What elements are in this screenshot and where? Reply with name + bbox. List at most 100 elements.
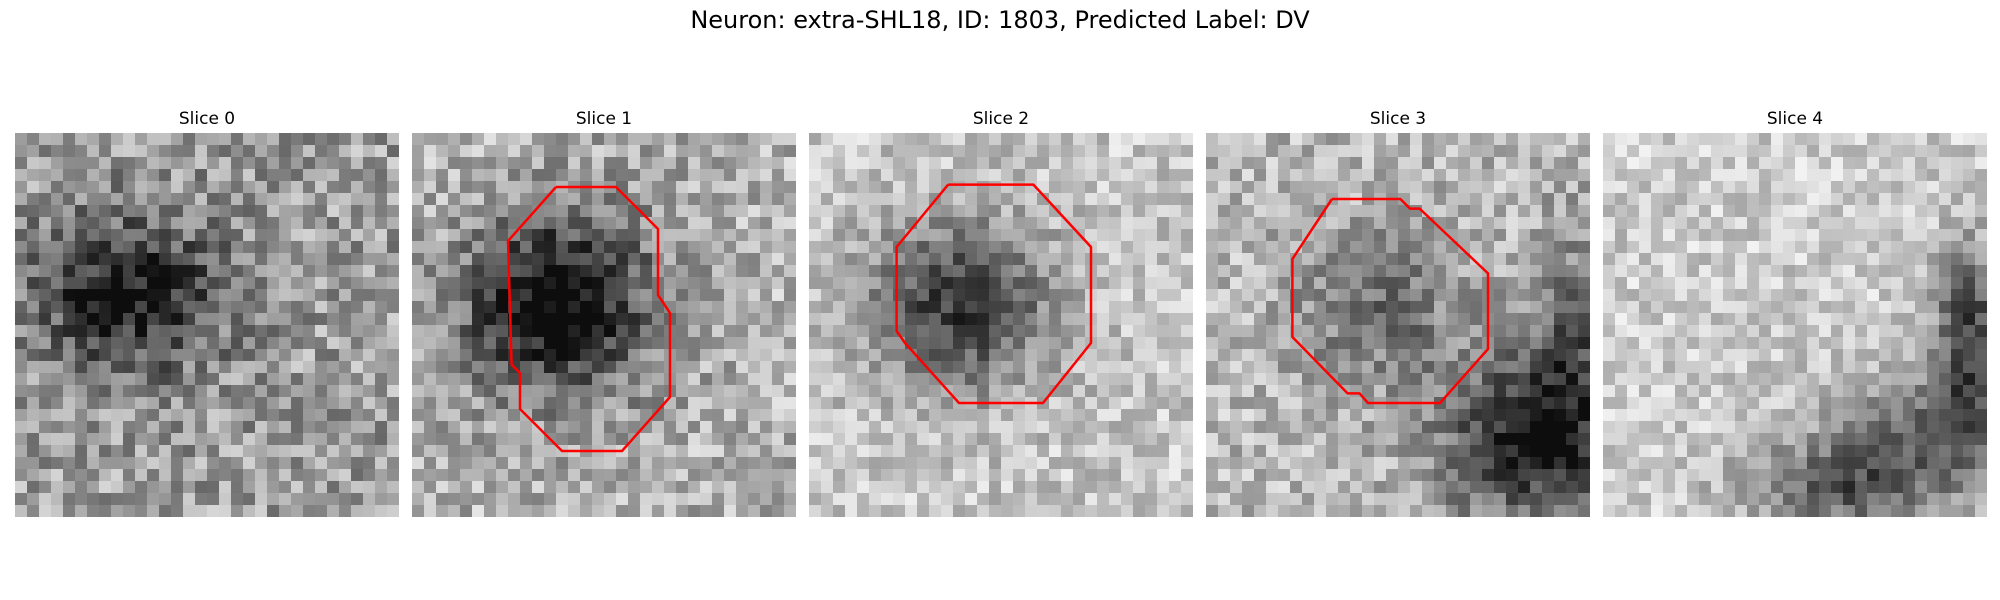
- pixel-cell: [279, 157, 292, 170]
- pixel-cell: [51, 445, 64, 458]
- pixel-cell: [135, 505, 148, 517]
- pixel-cell: [1169, 145, 1182, 158]
- pixel-cell: [833, 505, 846, 517]
- pixel-cell: [508, 265, 521, 278]
- pixel-cell: [1266, 205, 1279, 218]
- pixel-cell: [1675, 409, 1688, 422]
- pixel-cell: [1494, 265, 1507, 278]
- pixel-cell: [171, 277, 184, 290]
- pixel-cell: [1554, 337, 1567, 350]
- pixel-cell: [436, 445, 449, 458]
- pixel-cell: [1879, 145, 1892, 158]
- pixel-cell: [1181, 409, 1193, 422]
- pixel-cell: [1759, 217, 1772, 230]
- pixel-cell: [1181, 181, 1193, 194]
- pixel-cell: [1771, 157, 1784, 170]
- pixel-cell: [1061, 433, 1074, 446]
- pixel-cell: [243, 205, 256, 218]
- pixel-cell: [1518, 421, 1531, 434]
- pixel-cell: [1049, 277, 1062, 290]
- pixel-cell: [917, 193, 930, 206]
- pixel-cell: [532, 205, 545, 218]
- pixel-cell: [748, 157, 761, 170]
- pixel-cell: [628, 493, 641, 506]
- pixel-cell: [1843, 337, 1856, 350]
- pixel-cell: [1542, 493, 1555, 506]
- pixel-cell: [712, 193, 725, 206]
- pixel-cell: [315, 397, 328, 410]
- pixel-cell: [472, 445, 485, 458]
- pixel-cell: [267, 181, 280, 194]
- pixel-cell: [520, 361, 533, 374]
- pixel-cell: [1097, 397, 1110, 410]
- pixel-cell: [929, 421, 942, 434]
- pixel-cell: [1398, 169, 1411, 182]
- pixel-cell: [1097, 385, 1110, 398]
- pixel-cell: [351, 229, 364, 242]
- pixel-cell: [1554, 301, 1567, 314]
- pixel-cell: [1133, 421, 1146, 434]
- pixel-cell: [1049, 385, 1062, 398]
- pixel-cell: [857, 229, 870, 242]
- pixel-cell: [339, 217, 352, 230]
- pixel-cell: [15, 445, 28, 458]
- pixel-cell: [1398, 361, 1411, 374]
- pixel-cell: [664, 241, 677, 254]
- pixel-cell: [387, 493, 399, 506]
- pixel-cell: [472, 205, 485, 218]
- pixel-cell: [1963, 253, 1976, 266]
- pixel-cell: [1242, 409, 1255, 422]
- pixel-cell: [1566, 157, 1579, 170]
- pixel-cell: [1145, 457, 1158, 470]
- pixel-cell: [1470, 181, 1483, 194]
- pixel-cell: [1338, 241, 1351, 254]
- pixel-cell: [1338, 133, 1351, 146]
- pixel-cell: [1001, 325, 1014, 338]
- pixel-cell: [1506, 241, 1519, 254]
- pixel-cell: [1350, 205, 1363, 218]
- pixel-cell: [1458, 253, 1471, 266]
- pixel-cell: [1506, 229, 1519, 242]
- pixel-cell: [977, 505, 990, 517]
- pixel-cell: [1494, 313, 1507, 326]
- pixel-cell: [1446, 313, 1459, 326]
- pixel-cell: [1963, 205, 1976, 218]
- pixel-cell: [532, 373, 545, 386]
- pixel-cell: [520, 421, 533, 434]
- pixel-cell: [977, 361, 990, 374]
- pixel-cell: [1795, 361, 1808, 374]
- pixel-cell: [412, 241, 425, 254]
- pixel-cell: [1181, 205, 1193, 218]
- pixel-cell: [159, 277, 172, 290]
- pixel-cell: [436, 133, 449, 146]
- pixel-cell: [1867, 133, 1880, 146]
- pixel-cell: [1013, 409, 1026, 422]
- pixel-cell: [1157, 133, 1170, 146]
- pixel-cell: [1554, 505, 1567, 517]
- pixel-cell: [460, 265, 473, 278]
- pixel-cell: [1470, 205, 1483, 218]
- pixel-cell: [1302, 289, 1315, 302]
- pixel-cell: [821, 505, 834, 517]
- pixel-cell: [1951, 205, 1964, 218]
- pixel-cell: [881, 253, 894, 266]
- pixel-cell: [724, 373, 737, 386]
- pixel-cell: [1013, 325, 1026, 338]
- pixel-cell: [75, 421, 88, 434]
- pixel-cell: [363, 493, 376, 506]
- pixel-cell: [1350, 277, 1363, 290]
- pixel-cell: [436, 241, 449, 254]
- pixel-cell: [1915, 205, 1928, 218]
- pixel-cell: [640, 337, 653, 350]
- pixel-cell: [448, 385, 461, 398]
- pixel-cell: [1133, 385, 1146, 398]
- pixel-cell: [1603, 145, 1616, 158]
- pixel-cell: [375, 349, 388, 362]
- pixel-cell: [1446, 217, 1459, 230]
- pixel-cell: [628, 481, 641, 494]
- pixel-cell: [604, 385, 617, 398]
- pixel-cell: [1518, 361, 1531, 374]
- pixel-cell: [279, 169, 292, 182]
- pixel-cell: [1975, 445, 1987, 458]
- pixel-cell: [51, 469, 64, 482]
